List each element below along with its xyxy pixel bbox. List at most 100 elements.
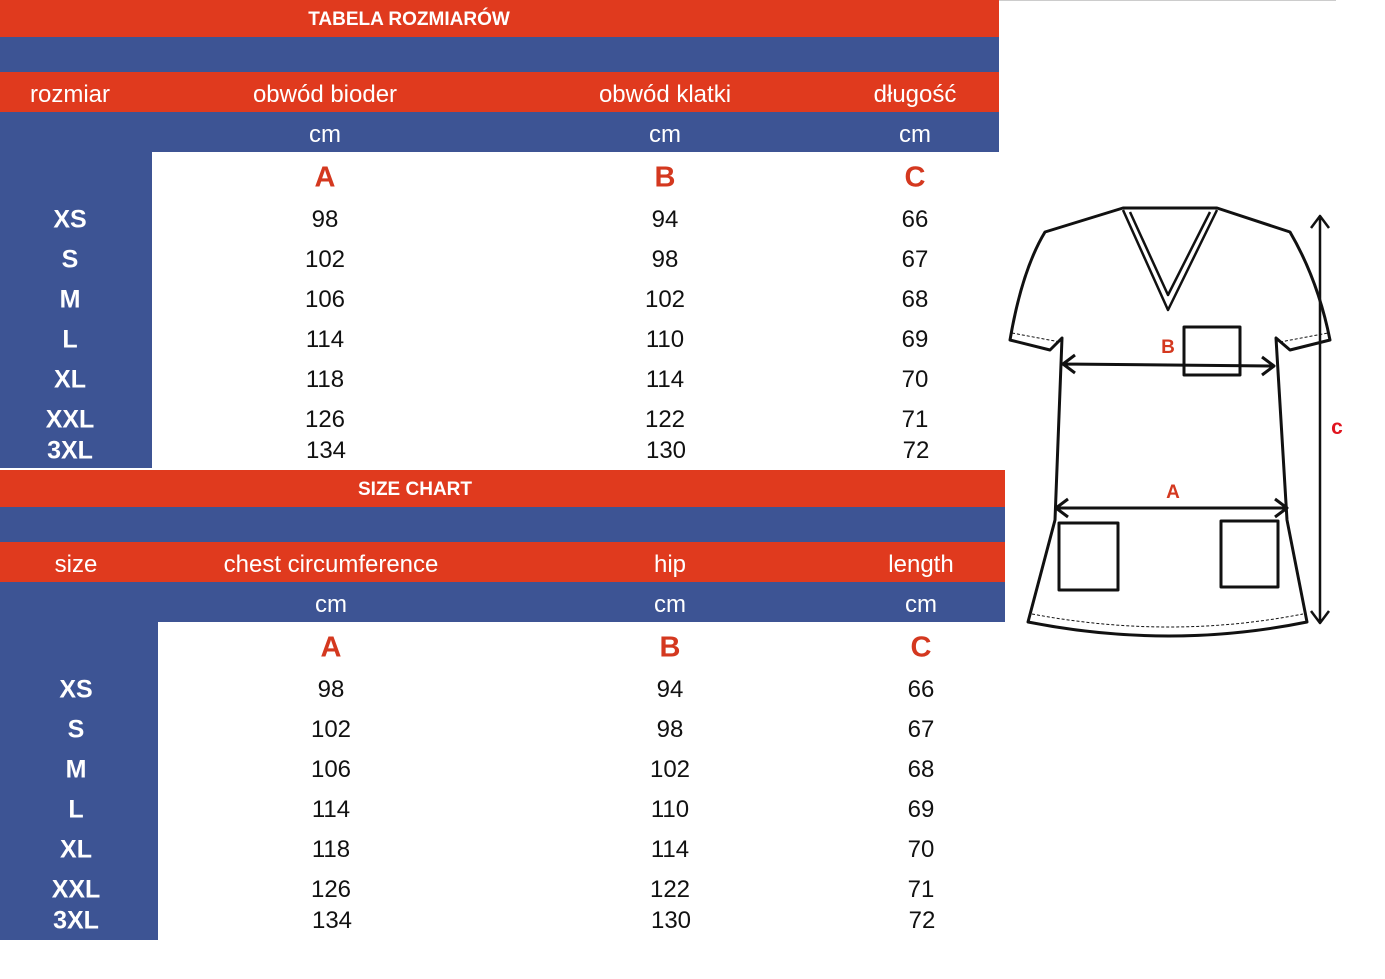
title-band [0, 0, 999, 37]
unit-label: cm [899, 121, 931, 148]
table-title: SIZE CHART [358, 479, 472, 500]
table-cell: 69 [907, 796, 935, 823]
spacer-band [0, 507, 1005, 542]
measure-letter: A [314, 161, 336, 194]
table-cell: 66 [907, 676, 935, 703]
table-cell: 122 [644, 406, 686, 433]
table-cell: 114 [305, 326, 345, 353]
size-column [0, 152, 152, 468]
table-cell: 126 [304, 406, 346, 433]
table-cell: 72 [908, 907, 936, 934]
table-cell: 106 [310, 756, 352, 783]
table-cell: 66 [901, 206, 929, 233]
pocket-left [1057, 521, 1120, 592]
table-cell: 68 [907, 756, 935, 783]
table-cell: 114 [645, 366, 685, 393]
chest-pocket [1182, 325, 1242, 377]
size-label: XS [53, 205, 87, 234]
size-label: S [67, 715, 85, 744]
table-cell: 118 [311, 836, 351, 863]
table-cell: 102 [304, 246, 346, 273]
unit-label: cm [905, 591, 937, 618]
column-header: size [54, 551, 98, 578]
label-a: A [1166, 482, 1180, 503]
size-label: L [68, 795, 84, 824]
measure-letter: C [904, 161, 926, 194]
arrow-b [1061, 353, 1276, 377]
table-cell: 118 [305, 366, 345, 393]
label-c: c [1331, 416, 1343, 439]
size-table: SIZE CHART size chest circumference hip leng… [0, 470, 1005, 940]
column-header: length [888, 551, 954, 578]
table-cell: 98 [317, 676, 345, 703]
divider [999, 0, 1336, 1]
table-cell: 106 [304, 286, 346, 313]
table-cell: 94 [651, 206, 679, 233]
table-cell: 71 [907, 876, 935, 903]
size-label: XXL [45, 405, 95, 434]
size-label: 3XL [53, 906, 99, 935]
unit-label: cm [315, 591, 347, 618]
arrow-a [1054, 497, 1289, 519]
table-cell: 122 [649, 876, 691, 903]
table-cell: 72 [902, 437, 930, 464]
column-header: długość [873, 81, 957, 108]
column-header: chest circumference [223, 551, 439, 578]
size-label: M [65, 755, 87, 784]
pocket-right [1219, 519, 1280, 589]
bottom-hem [1031, 613, 1304, 628]
measure-letter: B [659, 631, 681, 664]
title-band [0, 470, 1005, 507]
size-label: L [62, 325, 78, 354]
size-table: TABELA ROZMIARÓW rozmiar obwód bioder obwód… [0, 0, 999, 470]
measure-letter: C [910, 631, 932, 664]
shirt-diagram: B A c [1008, 206, 1343, 638]
table-cell: 68 [901, 286, 929, 313]
size-label: S [61, 245, 79, 274]
size-column [0, 622, 158, 940]
sleeve-hem-left [1011, 332, 1061, 343]
table-cell: 134 [311, 907, 353, 934]
measure-letter: B [654, 161, 676, 194]
table-cell: 67 [901, 246, 929, 273]
table-cell: 98 [656, 716, 684, 743]
table-cell: 69 [901, 326, 929, 353]
table-cell: 126 [310, 876, 352, 903]
size-label: 3XL [47, 436, 93, 465]
column-header: rozmiar [29, 81, 111, 108]
header-band [0, 542, 1005, 582]
table-cell: 102 [644, 286, 686, 313]
size-label: XXL [51, 875, 101, 904]
arrow-c [1310, 214, 1330, 625]
table-cell: 114 [311, 796, 351, 823]
table-cell: 110 [645, 326, 685, 353]
unit-label: cm [309, 121, 341, 148]
table-cell: 130 [645, 437, 687, 464]
unit-band [0, 112, 999, 152]
size-label: M [59, 285, 81, 314]
unit-label: cm [654, 591, 686, 618]
table-cell: 102 [310, 716, 352, 743]
table-cell: 98 [651, 246, 679, 273]
table-cell: 130 [650, 907, 692, 934]
column-header: hip [653, 551, 687, 578]
column-header: obwód bioder [252, 81, 398, 108]
header-band [0, 72, 999, 112]
size-label: XS [59, 675, 93, 704]
table-cell: 67 [907, 716, 935, 743]
v-neck [1121, 209, 1219, 312]
table-cell: 102 [649, 756, 691, 783]
unit-band [0, 582, 1005, 622]
table-cell: 94 [656, 676, 684, 703]
table-cell: 71 [901, 406, 929, 433]
table-cell: 134 [305, 437, 347, 464]
measure-letter: A [320, 631, 342, 664]
table-cell: 70 [907, 836, 935, 863]
table-title: TABELA ROZMIARÓW [308, 9, 510, 30]
table-cell: 114 [650, 836, 690, 863]
size-label: XL [60, 835, 92, 864]
column-header: obwód klatki [598, 81, 732, 108]
shirt-outline [1008, 206, 1332, 638]
label-b: B [1161, 337, 1175, 358]
